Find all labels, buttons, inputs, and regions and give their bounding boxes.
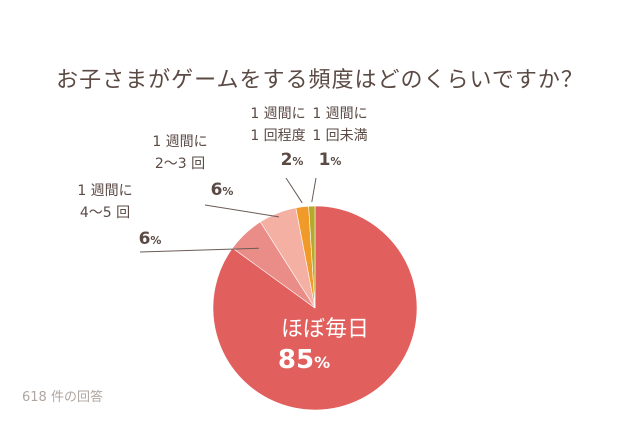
pie-label-3-line-0: 1 週間に bbox=[250, 106, 305, 122]
pie-label-4-line-0: 1 週間に bbox=[312, 106, 367, 122]
leader-line-3 bbox=[285, 177, 303, 204]
pie-label-1-line-0: 1 週間に bbox=[77, 183, 132, 199]
pie-label-2-line-1: 2〜3 回 bbox=[155, 156, 205, 172]
pie-value-3: 2% bbox=[281, 150, 304, 170]
leader-line-2 bbox=[204, 204, 279, 218]
pie-value-4: 1% bbox=[319, 150, 342, 170]
pie-value-2: 6% bbox=[211, 180, 234, 200]
pie-slice-4 bbox=[308, 205, 316, 309]
response-count: 618 件の回答 bbox=[22, 390, 103, 405]
chart-title: お子さまがゲームをする頻度はどのくらいですか？ bbox=[56, 68, 584, 93]
pie-value-1: 6% bbox=[139, 229, 162, 249]
pie-label-1-line-1: 4〜5 回 bbox=[80, 205, 130, 221]
leader-line-1 bbox=[139, 247, 259, 253]
pie-label-3-line-1: 1 回程度 bbox=[250, 128, 305, 144]
pie-label-0: ほぼ毎日 bbox=[281, 317, 369, 342]
pie-label-2-line-0: 1 週間に bbox=[152, 134, 207, 150]
leader-line-4 bbox=[311, 177, 317, 203]
pie-label-4-line-1: 1 回未満 bbox=[312, 128, 367, 144]
pie-value-0: 85% bbox=[278, 345, 330, 375]
